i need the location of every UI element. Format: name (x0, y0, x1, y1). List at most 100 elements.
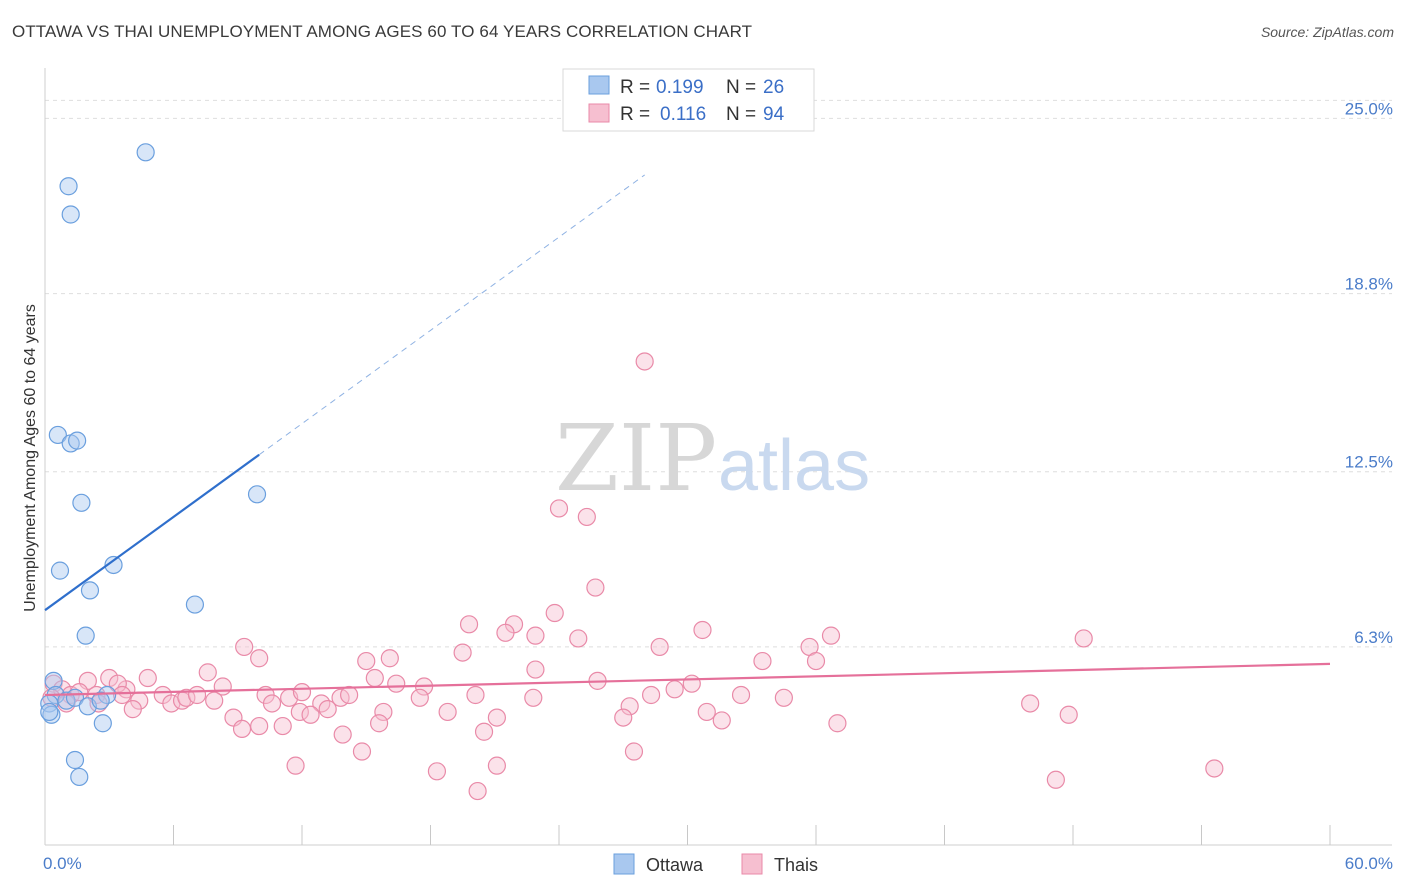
thais-point (410, 688, 429, 707)
thais-point (526, 626, 545, 645)
thais-point (635, 352, 654, 371)
thais-point (459, 615, 479, 634)
correlation-legend: R = 0.199 N = 26 R = 0.116 N = 94 (562, 68, 815, 132)
ottawa-point (48, 425, 67, 445)
ottawa-point (185, 595, 205, 614)
ottawa-points (40, 143, 267, 787)
thais-point (806, 651, 826, 671)
thais-point (693, 620, 712, 640)
y-tick-label: 18.8% (1345, 275, 1393, 294)
legend-r-value-1: 0.199 (656, 77, 704, 98)
ottawa-point (247, 485, 267, 504)
y-tick-labels: 6.3% 12.5% 18.8% 25.0% (1345, 99, 1393, 647)
legend-n-label-1: N = (726, 77, 756, 98)
ottawa-trend-extension (258, 174, 645, 456)
thais-point (380, 649, 399, 668)
thais-legend-swatch (741, 853, 763, 875)
thais-point (697, 702, 716, 722)
thais-point (301, 705, 320, 724)
thais-point (624, 742, 644, 761)
ottawa-point (93, 714, 112, 733)
thais-point (828, 714, 847, 733)
thais-point (1046, 770, 1065, 789)
thais-point (641, 685, 661, 705)
thais-point (273, 716, 292, 736)
thais-point (682, 674, 701, 693)
y-axis-title: Unemployment Among Ages 60 to 64 years (22, 304, 39, 612)
thais-point (620, 697, 639, 716)
thais-point (374, 702, 393, 722)
series-legend: Ottawa Thais (613, 853, 818, 875)
thais-point (753, 651, 772, 671)
thais-point (549, 499, 569, 518)
thais-point (187, 685, 207, 705)
thais-point (614, 708, 633, 727)
thais-point (318, 700, 337, 719)
legend-n-value-2: 94 (763, 104, 785, 125)
thais-point (466, 685, 485, 705)
thais-point (577, 507, 596, 527)
ottawa-point (68, 431, 87, 450)
thais-point (123, 700, 142, 719)
thais-point (365, 668, 384, 688)
legend-r-label-2: R = (620, 104, 650, 125)
ottawa-point (136, 143, 155, 162)
source-credit: Source: ZipAtlas.com (1260, 24, 1394, 40)
ottawa-point (80, 581, 100, 600)
thais-point (1059, 705, 1078, 724)
thais-point (650, 637, 669, 657)
thais-point (1074, 629, 1093, 648)
thais-swatch (588, 103, 610, 123)
thais-point (387, 674, 406, 693)
thais-trend-line (44, 662, 1331, 697)
ottawa-point (91, 691, 110, 710)
thais-legend-label: Thais (774, 855, 818, 875)
thais-point (232, 719, 252, 739)
ottawa-point (65, 750, 85, 770)
thais-point (235, 637, 254, 657)
thais-point (821, 626, 841, 645)
axes (44, 68, 1392, 846)
thais-point (352, 742, 372, 761)
legend-r-value-2: 0.116 (660, 104, 706, 125)
watermark-zip: ZIP (555, 405, 717, 512)
thais-point (370, 714, 389, 733)
thais-point (427, 762, 447, 781)
ottawa-swatch (588, 75, 610, 95)
thais-point (474, 722, 494, 741)
thais-point (569, 629, 588, 648)
thais-point (731, 685, 751, 705)
ottawa-point (61, 205, 80, 224)
ottawa-point (50, 561, 70, 580)
thais-point (112, 685, 132, 705)
ottawa-point (72, 493, 91, 512)
thais-point (205, 691, 224, 710)
thais-point (487, 756, 506, 775)
thais-point (1021, 694, 1040, 713)
thais-point (438, 702, 457, 722)
ottawa-point (42, 705, 61, 724)
ottawa-point (76, 626, 95, 645)
y-tick-label: 6.3% (1354, 628, 1393, 647)
ottawa-point (40, 702, 59, 722)
thais-point (340, 685, 359, 705)
thais-point (250, 716, 269, 736)
x-tick-label: 0.0% (43, 854, 82, 873)
thais-point (333, 725, 352, 744)
thais-point (357, 651, 376, 671)
thais-point (468, 781, 487, 801)
ottawa-point (70, 767, 89, 787)
thais-point (292, 683, 312, 702)
thais-point (290, 702, 309, 722)
ottawa-trend-line (44, 453, 260, 612)
thais-point (774, 688, 793, 707)
thais-point (250, 649, 269, 668)
x-tick-label: 60.0% (1345, 854, 1393, 873)
ottawa-legend-label: Ottawa (646, 855, 704, 875)
thais-point (487, 708, 506, 727)
ottawa-point (44, 671, 63, 690)
thais-point (496, 623, 515, 642)
chart-title: OTTAWA VS THAI UNEMPLOYMENT AMONG AGES 6… (12, 22, 753, 41)
ottawa-point (59, 177, 78, 196)
